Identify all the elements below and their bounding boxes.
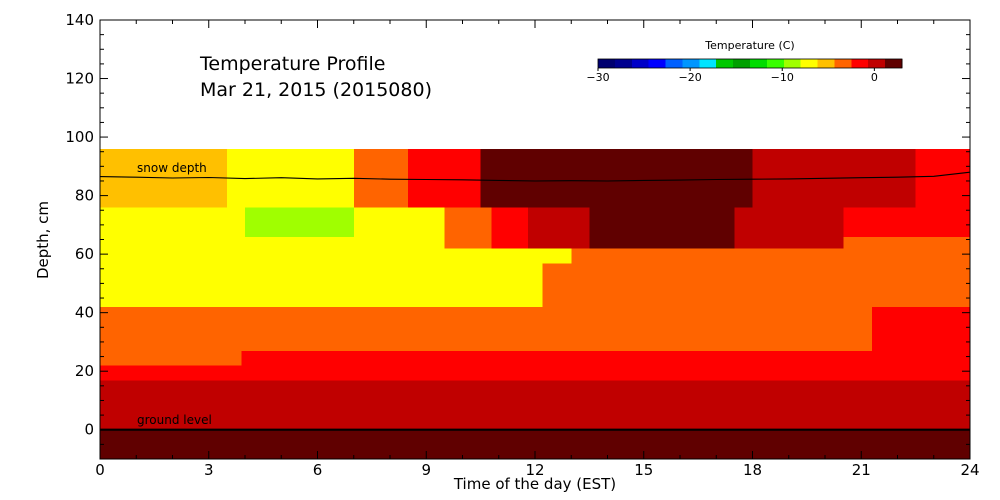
x-tick-label: 21 [852, 461, 871, 479]
snow-depth-label: snow depth [137, 161, 207, 175]
x-tick-label: 18 [743, 461, 762, 479]
colorbar-swatch [598, 59, 616, 68]
colorbar-tick-label: −30 [586, 71, 609, 84]
colorbar-swatch [733, 59, 751, 68]
heatmap-cell [100, 365, 888, 381]
colorbar-swatch [665, 59, 683, 68]
colorbar-swatch [614, 59, 633, 68]
colorbar-title: Temperature (C) [704, 39, 794, 52]
colorbar-swatch [783, 59, 801, 68]
heatmap-cell [716, 148, 753, 208]
axes: 0 3 6 9 12 15 18 21 24 0 20 40 60 80 100 120 140 [65, 11, 979, 479]
colorbar-swatch [682, 59, 700, 68]
heatmap-cell [100, 350, 242, 366]
heatmap-cell [245, 207, 355, 237]
heatmap-cell [915, 148, 971, 208]
colorbar-swatch [885, 59, 903, 68]
colorbar-swatch [851, 59, 869, 68]
colorbar-tick-label: −20 [679, 71, 702, 84]
heatmap-cell [589, 207, 735, 249]
heatmap-cell [241, 350, 971, 366]
series-lines [99, 171, 971, 431]
colorbar-swatch [699, 59, 717, 68]
x-tick-label: 6 [313, 461, 323, 479]
colorbar-frame [597, 58, 903, 69]
heatmap-cell [100, 394, 971, 431]
heatmap-cell [100, 306, 873, 352]
colorbar-swatch [817, 59, 835, 68]
y-tick-label: 20 [75, 362, 94, 380]
x-tick-label: 12 [525, 461, 544, 479]
heatmap-cell [734, 207, 790, 249]
y-axis-title: Depth, cm [34, 201, 52, 279]
colorbar-swatch [834, 59, 852, 68]
heatmap-cell [886, 365, 971, 381]
colorbar-tick-label: −10 [771, 71, 794, 84]
x-tick-label: 9 [421, 461, 431, 479]
x-tick-label: 24 [960, 461, 979, 479]
heatmap-cell [480, 148, 663, 208]
y-tick-label: 120 [65, 70, 94, 88]
y-tick-label: 40 [75, 304, 94, 322]
chart-title: Temperature Profile [199, 53, 385, 75]
colorbar-swatch [868, 59, 886, 68]
heatmap-cell [100, 207, 246, 237]
heatmap-cell [444, 207, 492, 249]
y-tick-label: 0 [84, 421, 94, 439]
colorbar-tick-label: 0 [871, 71, 878, 84]
x-tick-label: 3 [204, 461, 214, 479]
colorbar: −30 −20 −10 0 [586, 58, 903, 84]
y-tick-label: 140 [65, 11, 94, 29]
heatmap-cell [542, 262, 971, 308]
heatmap-cell [872, 306, 971, 352]
heatmap-cell [100, 262, 228, 308]
heatmap-cell [527, 207, 554, 249]
heatmap-cell [100, 379, 971, 396]
x-tick-label: 15 [634, 461, 653, 479]
chart-subtitle: Mar 21, 2015 (2015080) [200, 79, 432, 101]
colorbar-swatch [716, 59, 734, 68]
heatmap-cell [491, 207, 529, 249]
heatmap-cells [100, 148, 971, 460]
heatmap-cell [661, 148, 717, 208]
heatmap-cell [353, 207, 445, 237]
x-tick-label: 0 [95, 461, 105, 479]
colorbar-swatch [766, 59, 785, 68]
colorbar-swatch [750, 59, 768, 68]
snow-depth-line [99, 171, 971, 182]
heatmap-cell [408, 148, 482, 208]
heatmap-cell [226, 262, 543, 308]
colorbar-swatch [648, 59, 666, 68]
y-tick-label: 100 [65, 128, 94, 146]
heatmap-cell [788, 207, 844, 249]
colorbar-swatch [631, 59, 649, 68]
y-tick-label: 60 [75, 245, 94, 263]
y-tick-label: 80 [75, 187, 94, 205]
x-axis-title: Time of the day (EST) [453, 475, 616, 493]
colorbar-swatch [800, 59, 818, 68]
heatmap-cell [553, 207, 590, 249]
ground-level-label: ground level [137, 413, 212, 427]
